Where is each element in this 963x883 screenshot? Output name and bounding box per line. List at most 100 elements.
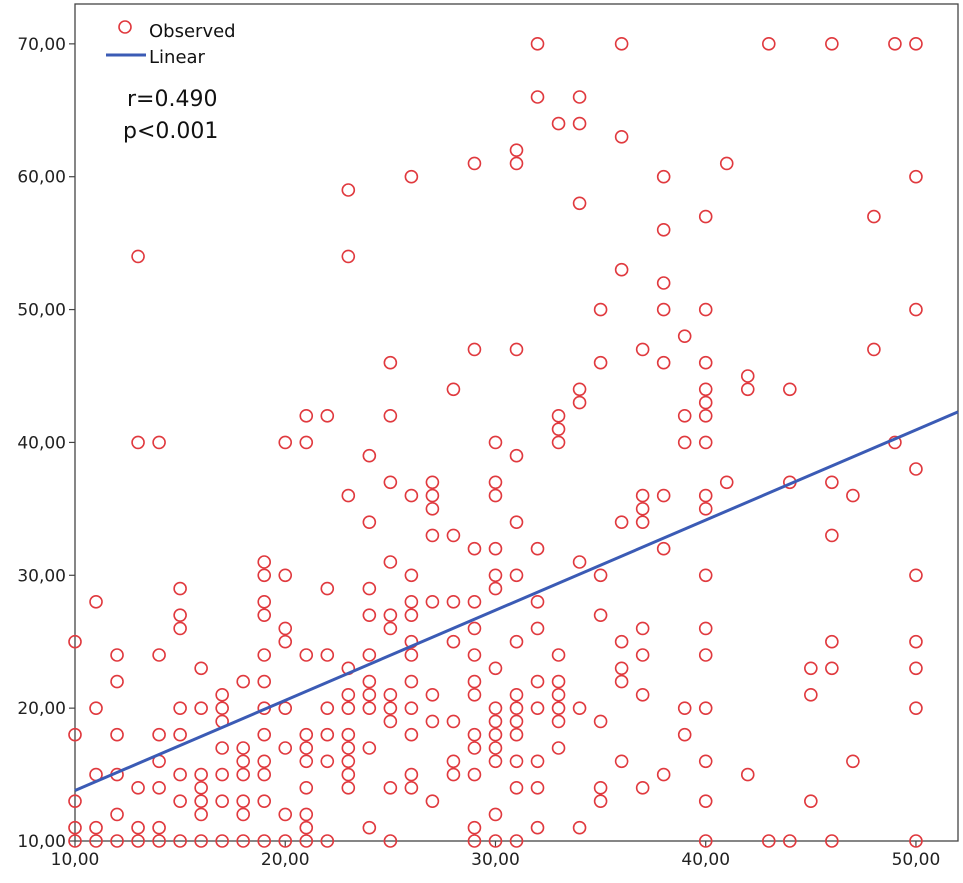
observed-point [131, 781, 145, 795]
observed-point [257, 674, 272, 689]
observed-point [341, 488, 356, 503]
observed-point [614, 262, 629, 277]
observed-point [236, 834, 250, 848]
observed-point [299, 834, 314, 848]
observed-point [467, 156, 482, 171]
observed-point [404, 674, 419, 689]
observed-point [677, 701, 692, 715]
observed-point [635, 342, 650, 357]
observed-point [761, 834, 776, 848]
observed-point [867, 342, 881, 357]
observed-point [530, 754, 545, 769]
observed-point [804, 661, 818, 676]
observed-point [194, 701, 208, 715]
observed-point [320, 754, 335, 769]
observed-point [909, 634, 923, 649]
observed-point [572, 820, 587, 835]
observed-point [656, 276, 671, 290]
observed-point [404, 568, 419, 583]
observed-point [909, 834, 923, 848]
observed-point [509, 714, 524, 729]
observed-point [446, 634, 461, 649]
observed-point [467, 648, 482, 662]
observed-point [341, 249, 356, 264]
observed-point [236, 767, 250, 782]
observed-point [194, 807, 208, 822]
observed-point [152, 727, 166, 742]
observed-point [257, 794, 272, 808]
observed-point [488, 488, 503, 503]
observed-point [740, 369, 755, 383]
observed-point [320, 648, 335, 662]
observed-point [257, 555, 272, 569]
observed-point [404, 781, 419, 795]
observed-point [131, 249, 145, 264]
observed-point [257, 608, 272, 622]
observed-point [614, 674, 629, 689]
observed-point [320, 409, 335, 423]
observed-point [194, 834, 208, 848]
observed-point [825, 634, 839, 649]
observed-point [425, 528, 440, 543]
observed-point [362, 688, 377, 702]
y-tick-label: 40,00 [17, 433, 66, 453]
observed-point [677, 409, 692, 423]
observed-point [152, 435, 166, 450]
observed-point [467, 741, 482, 755]
observed-point [488, 475, 503, 490]
observed-point [446, 714, 461, 729]
observed-point [572, 90, 587, 104]
observed-point [341, 741, 356, 755]
observed-point [362, 515, 377, 529]
observed-point [404, 648, 419, 662]
observed-point [299, 727, 314, 742]
observed-point [404, 767, 419, 782]
observed-point [278, 741, 293, 755]
observed-point [551, 741, 566, 755]
observed-point [341, 688, 356, 702]
observed-point [467, 767, 482, 782]
observed-point [488, 541, 503, 556]
x-tick-label: 10,00 [51, 850, 100, 870]
observed-point [804, 794, 818, 808]
observed-point [362, 701, 377, 715]
observed-point [110, 674, 124, 689]
observed-point [341, 183, 356, 197]
observed-point [68, 634, 82, 649]
observed-point [68, 727, 82, 742]
observed-point [888, 37, 902, 51]
y-tick-label: 70,00 [17, 35, 66, 55]
observed-point [509, 688, 524, 702]
observed-point [257, 595, 272, 609]
observed-point [194, 781, 208, 795]
observed-point [173, 767, 187, 782]
observed-point [467, 834, 482, 848]
observed-point [89, 595, 103, 609]
observed-point [530, 674, 545, 689]
observed-point [467, 541, 482, 556]
observed-point [698, 395, 713, 410]
observed-point [488, 754, 503, 769]
observed-point [383, 355, 398, 370]
observed-point [909, 169, 923, 184]
observed-point [89, 820, 103, 835]
observed-point [825, 834, 839, 848]
observed-point [467, 595, 482, 609]
observed-point [110, 834, 124, 848]
observed-point [68, 820, 82, 835]
observed-point [825, 475, 839, 490]
observed-point [383, 701, 398, 715]
linear-fit [74, 410, 959, 792]
observed-point [320, 701, 335, 715]
observed-point [698, 435, 713, 450]
observed-point [698, 568, 713, 583]
observed-point [299, 435, 314, 450]
observed-point [215, 688, 229, 702]
observed-point [194, 767, 208, 782]
observed-point [446, 767, 461, 782]
annotation-r: r=0.490 [127, 87, 217, 112]
y-tick-label: 30,00 [17, 566, 66, 586]
observed-point [909, 302, 923, 317]
observed-point [656, 488, 671, 503]
observed-point [341, 781, 356, 795]
